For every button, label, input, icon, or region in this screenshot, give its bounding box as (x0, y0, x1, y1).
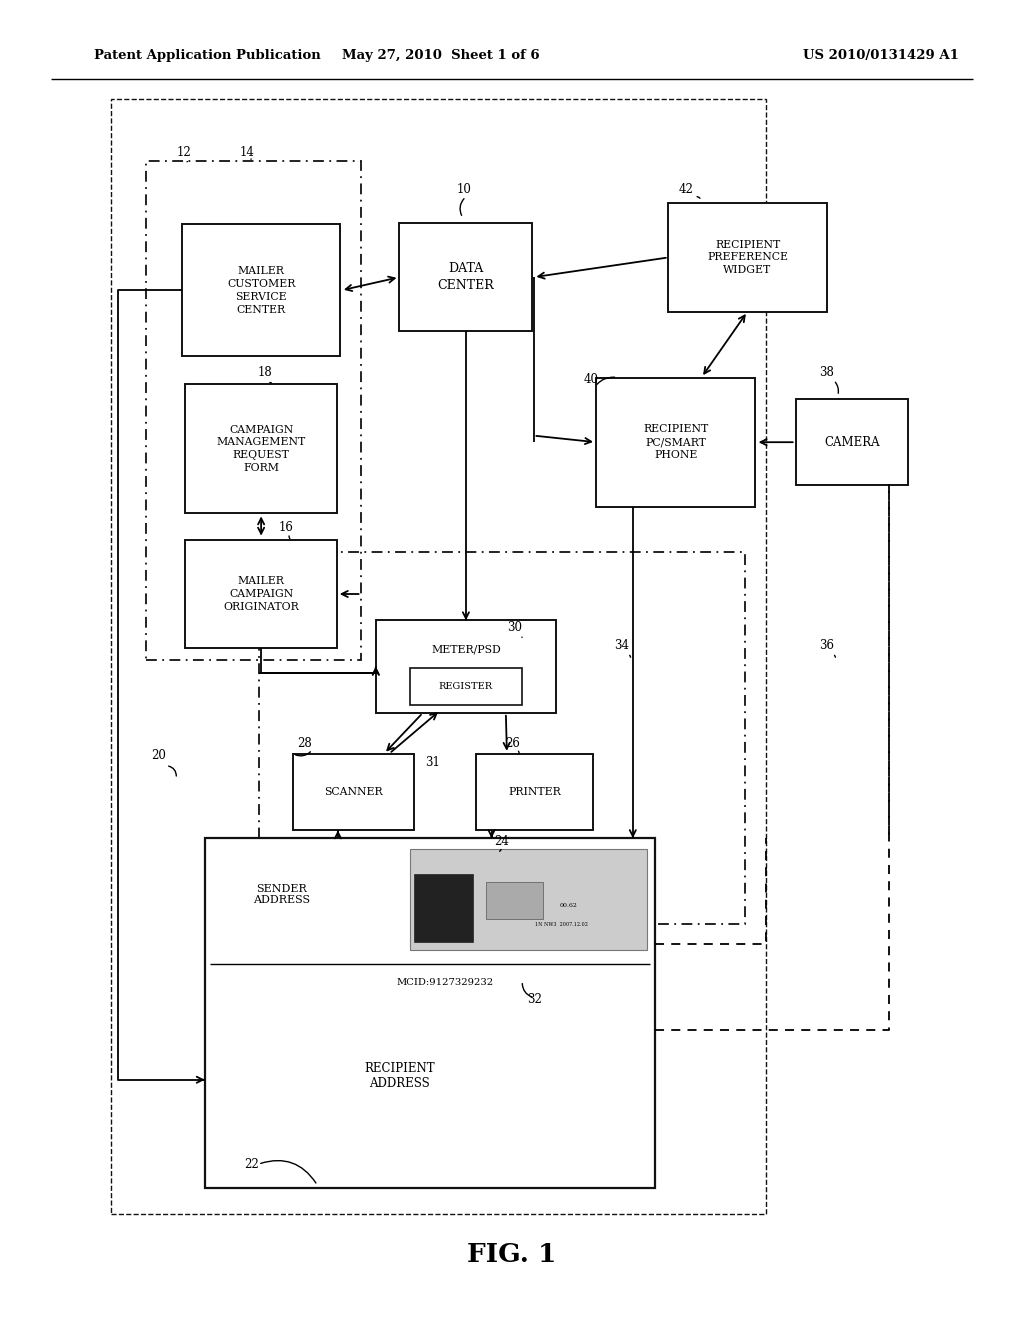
Text: 38: 38 (819, 366, 835, 379)
Text: FIG. 1: FIG. 1 (467, 1242, 557, 1266)
Bar (796, 399, 908, 484)
Text: 31: 31 (425, 755, 440, 768)
Text: 10: 10 (457, 182, 472, 195)
Text: 42: 42 (679, 182, 694, 195)
Text: 28: 28 (297, 737, 311, 750)
Text: 20: 20 (152, 748, 167, 762)
Bar (414, 874, 473, 942)
Text: MAILER
CUSTOMER
SERVICE
CENTER: MAILER CUSTOMER SERVICE CENTER (227, 267, 295, 314)
Text: CAMPAIGN
MANAGEMENT
REQUEST
FORM: CAMPAIGN MANAGEMENT REQUEST FORM (216, 425, 306, 473)
Text: 18: 18 (258, 366, 272, 379)
Text: 32: 32 (527, 993, 543, 1006)
Text: 00.62: 00.62 (559, 903, 578, 908)
Bar (185, 384, 337, 513)
Bar (399, 223, 532, 331)
Text: 36: 36 (819, 639, 835, 652)
Text: Patent Application Publication: Patent Application Publication (94, 49, 321, 62)
Text: 30: 30 (507, 620, 522, 634)
Text: 16: 16 (279, 520, 294, 533)
Bar (182, 224, 340, 356)
Text: US 2010/0131429 A1: US 2010/0131429 A1 (803, 49, 958, 62)
Bar (377, 620, 555, 713)
Text: 12: 12 (176, 145, 190, 158)
Bar (111, 99, 766, 1214)
Bar (185, 540, 337, 648)
Text: 40: 40 (584, 372, 599, 385)
Text: 22: 22 (244, 1158, 258, 1171)
Text: MCID:9127329232: MCID:9127329232 (397, 978, 494, 986)
Bar (410, 668, 522, 705)
Text: 24: 24 (495, 834, 510, 847)
Text: RECIPIENT
ADDRESS: RECIPIENT ADDRESS (365, 1061, 434, 1090)
Text: 26: 26 (505, 737, 520, 750)
Text: DATA
CENTER: DATA CENTER (437, 263, 495, 292)
Bar (596, 378, 756, 507)
Bar (293, 754, 414, 830)
Text: May 27, 2010  Sheet 1 of 6: May 27, 2010 Sheet 1 of 6 (342, 49, 539, 62)
Text: RECIPIENT
PC/SMART
PHONE: RECIPIENT PC/SMART PHONE (643, 425, 709, 459)
Bar (668, 203, 827, 312)
Text: SCANNER: SCANNER (324, 787, 383, 797)
Bar (259, 552, 745, 924)
Text: METER/PSD: METER/PSD (431, 644, 501, 655)
Text: 1N NW3  2007.12.02: 1N NW3 2007.12.02 (535, 921, 588, 927)
Text: MAILER
CAMPAIGN
ORIGINATOR: MAILER CAMPAIGN ORIGINATOR (223, 577, 299, 611)
Bar (486, 882, 543, 919)
Text: RECIPIENT
PREFERENCE
WIDGET: RECIPIENT PREFERENCE WIDGET (707, 240, 788, 275)
Bar (146, 161, 361, 660)
Text: CAMERA: CAMERA (824, 436, 880, 449)
Text: SENDER
ADDRESS: SENDER ADDRESS (253, 883, 310, 906)
Text: 14: 14 (240, 145, 255, 158)
Bar (475, 754, 594, 830)
Bar (205, 838, 655, 1188)
Text: 34: 34 (614, 639, 630, 652)
Text: REGISTER: REGISTER (439, 682, 493, 690)
Bar (410, 849, 647, 950)
Text: PRINTER: PRINTER (508, 787, 561, 797)
